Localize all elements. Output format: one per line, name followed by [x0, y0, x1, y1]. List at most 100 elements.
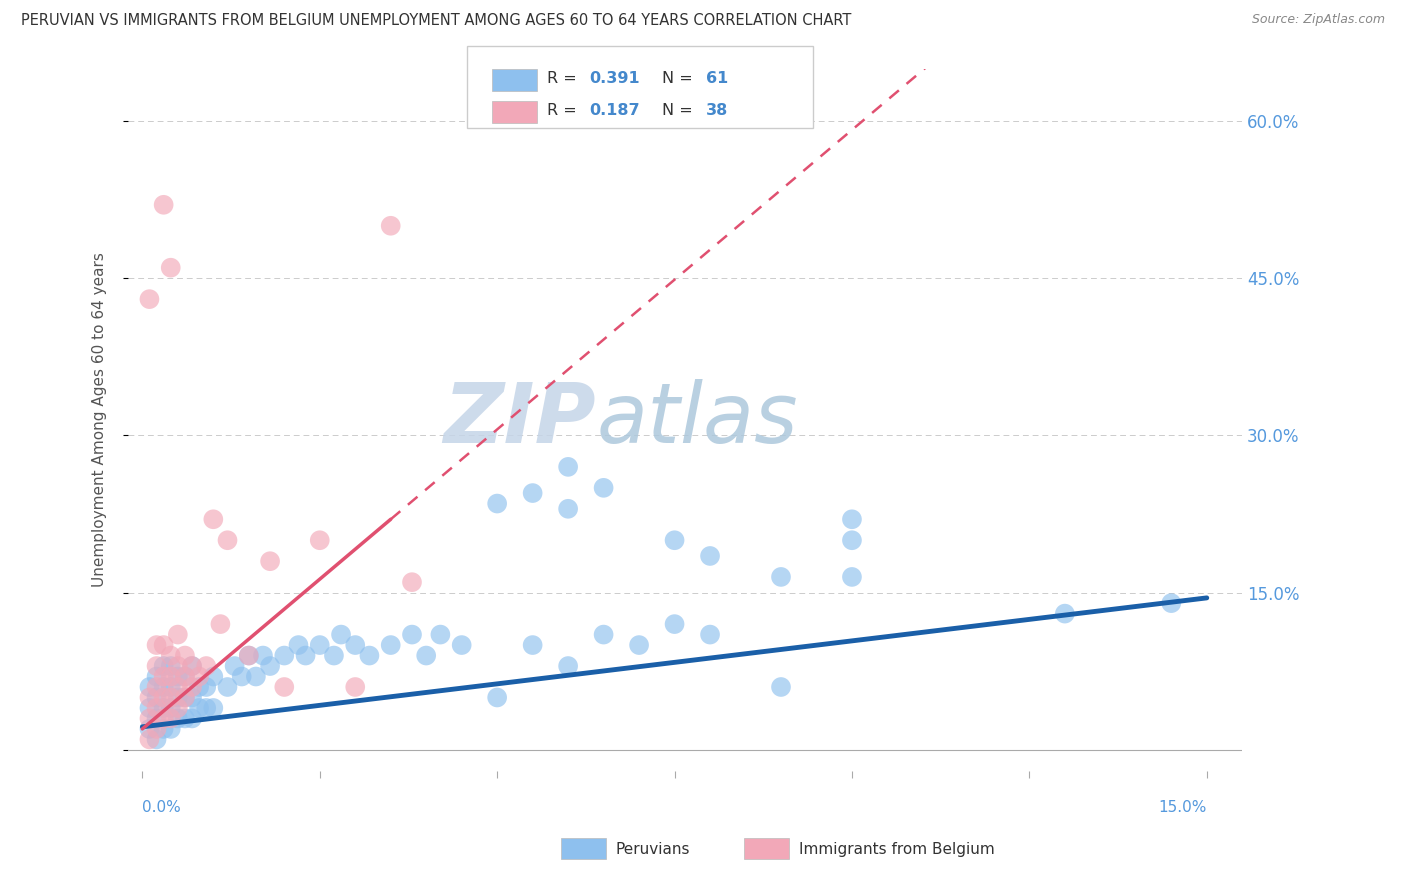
Point	[557, 501, 579, 516]
Point	[699, 627, 721, 641]
Point	[166, 627, 188, 641]
Point	[238, 648, 260, 663]
Point	[245, 669, 267, 683]
Point	[252, 648, 274, 663]
Point	[344, 638, 367, 652]
Text: ZIP: ZIP	[443, 379, 596, 460]
Point	[486, 690, 509, 705]
Point	[181, 659, 204, 673]
Point	[308, 638, 330, 652]
Point	[344, 680, 367, 694]
Point	[152, 198, 174, 212]
Point	[259, 659, 281, 673]
Point	[181, 711, 204, 725]
Text: N =: N =	[662, 103, 699, 119]
Point	[166, 669, 188, 683]
Text: 0.0%: 0.0%	[142, 800, 181, 815]
Point	[138, 711, 160, 725]
Point	[145, 638, 167, 652]
Point	[159, 669, 181, 683]
Point	[152, 680, 174, 694]
Point	[217, 533, 239, 548]
Point	[138, 732, 160, 747]
Point	[195, 701, 218, 715]
Point	[557, 659, 579, 673]
Point	[769, 570, 792, 584]
Text: 61: 61	[706, 71, 728, 87]
Point	[188, 701, 211, 715]
Point	[769, 680, 792, 694]
Point	[224, 659, 246, 673]
Point	[401, 627, 423, 641]
Text: 0.187: 0.187	[589, 103, 640, 119]
Point	[174, 648, 197, 663]
Point	[188, 680, 211, 694]
Point	[294, 648, 316, 663]
Point	[557, 459, 579, 474]
Point	[273, 648, 295, 663]
Point	[429, 627, 451, 641]
Point	[699, 549, 721, 563]
Point	[308, 533, 330, 548]
Point	[138, 701, 160, 715]
Point	[841, 512, 863, 526]
Text: Immigrants from Belgium: Immigrants from Belgium	[799, 842, 994, 857]
Point	[415, 648, 437, 663]
Point	[174, 690, 197, 705]
Point	[145, 701, 167, 715]
Point	[522, 638, 544, 652]
Point	[152, 711, 174, 725]
Point	[181, 690, 204, 705]
Point	[202, 669, 225, 683]
Point	[188, 669, 211, 683]
Point	[145, 690, 167, 705]
Point	[159, 711, 181, 725]
Point	[209, 617, 232, 632]
Point	[174, 669, 197, 683]
Text: PERUVIAN VS IMMIGRANTS FROM BELGIUM UNEMPLOYMENT AMONG AGES 60 TO 64 YEARS CORRE: PERUVIAN VS IMMIGRANTS FROM BELGIUM UNEM…	[21, 13, 852, 29]
Point	[522, 486, 544, 500]
Text: 0.391: 0.391	[589, 71, 640, 87]
Text: Peruvians: Peruvians	[616, 842, 690, 857]
Point	[166, 711, 188, 725]
Point	[202, 701, 225, 715]
Point	[159, 648, 181, 663]
Point	[841, 533, 863, 548]
Point	[166, 680, 188, 694]
Point	[238, 648, 260, 663]
Text: R =: R =	[547, 103, 582, 119]
Point	[1053, 607, 1076, 621]
Point	[287, 638, 309, 652]
Text: atlas: atlas	[596, 379, 797, 460]
Text: R =: R =	[547, 71, 582, 87]
Point	[152, 659, 174, 673]
Point	[152, 690, 174, 705]
Point	[166, 690, 188, 705]
Point	[145, 659, 167, 673]
Point	[592, 627, 614, 641]
Point	[380, 219, 402, 233]
Point	[138, 690, 160, 705]
Point	[152, 669, 174, 683]
Point	[330, 627, 353, 641]
Point	[380, 638, 402, 652]
Point	[159, 722, 181, 736]
Point	[1160, 596, 1182, 610]
Point	[152, 722, 174, 736]
Point	[401, 575, 423, 590]
Point	[664, 533, 686, 548]
Point	[217, 680, 239, 694]
Point	[138, 722, 160, 736]
Point	[273, 680, 295, 694]
Point	[152, 701, 174, 715]
Point	[359, 648, 381, 663]
Point	[231, 669, 253, 683]
Point	[195, 680, 218, 694]
Point	[174, 690, 197, 705]
Point	[145, 680, 167, 694]
Point	[159, 680, 181, 694]
Point	[166, 659, 188, 673]
Point	[166, 701, 188, 715]
Text: Source: ZipAtlas.com: Source: ZipAtlas.com	[1251, 13, 1385, 27]
Point	[145, 722, 167, 736]
